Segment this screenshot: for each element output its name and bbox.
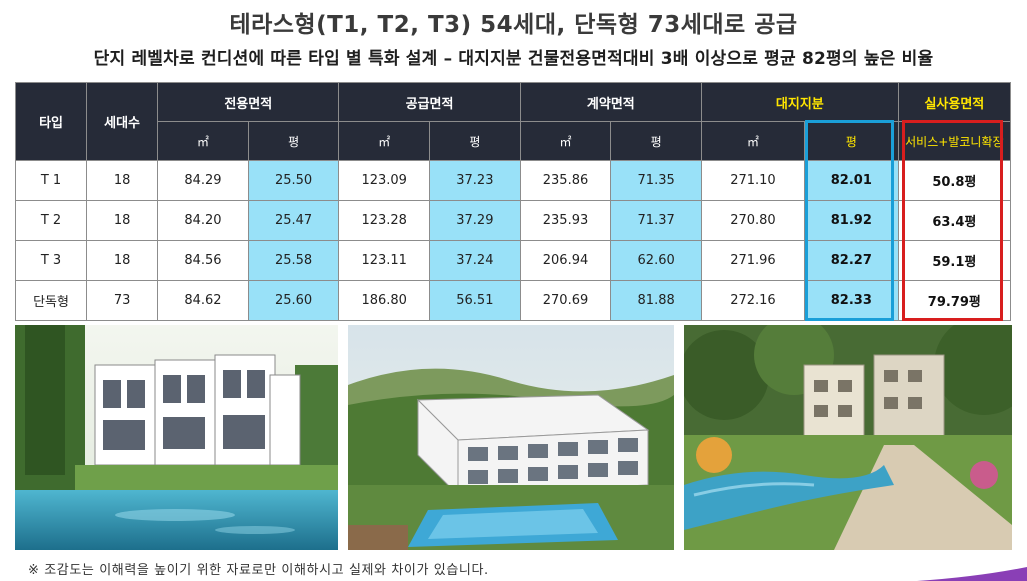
header-contract-area: 계약면적 [519, 82, 702, 122]
actual-area-subheader: 서비스+발코니확장 [897, 121, 1012, 161]
disclaimer-note: ※ 조감도는 이해력을 높이기 위한 자료로만 이해하시고 실제와 차이가 있습… [28, 563, 489, 578]
cell-actual-area: 59.1평 [897, 240, 1012, 281]
cell-supply-pyeong: 37.29 [429, 200, 521, 241]
cell-supply-m2: 123.09 [338, 160, 431, 201]
cell-contract-pyeong: 62.60 [610, 240, 702, 281]
table-row: T 3 18 84.56 25.58 123.11 37.24 206.94 62.60 271… [14, 240, 1012, 281]
table-body: T 1 18 84.29 25.50 123.09 37.23 235.86 71.35 271… [14, 160, 1012, 321]
cell-supply-m2: 123.11 [338, 240, 431, 281]
cell-households: 18 [86, 160, 159, 201]
cell-exclusive-m2: 84.56 [157, 240, 249, 281]
cell-exclusive-pyeong: 25.50 [247, 160, 340, 201]
cell-exclusive-m2: 84.20 [157, 200, 249, 241]
cell-land-m2: 272.16 [700, 280, 805, 321]
unit-pyeong-highlight: 평 [803, 121, 899, 161]
header-households: 세대수 [86, 82, 159, 161]
cell-actual-area: 63.4평 [897, 200, 1012, 241]
cell-land-m2: 270.80 [700, 200, 805, 241]
area-spec-table: 타입 세대수 전용면적 공급면적 계약면적 대지지분 실사용면적 ㎡ 평 ㎡ 평… [14, 82, 1012, 321]
cell-contract-m2: 235.86 [519, 160, 612, 201]
cell-actual-area: 79.79평 [897, 280, 1012, 321]
header-land-share: 대지지분 [700, 82, 899, 122]
cell-land-pyeong: 81.92 [803, 200, 899, 241]
cell-exclusive-pyeong: 25.47 [247, 200, 340, 241]
cell-land-pyeong: 82.33 [803, 280, 899, 321]
cell-supply-m2: 186.80 [338, 280, 431, 321]
cell-type: T 3 [14, 240, 88, 281]
cell-supply-m2: 123.28 [338, 200, 431, 241]
cell-land-m2: 271.10 [700, 160, 805, 201]
cell-exclusive-pyeong: 25.58 [247, 240, 340, 281]
unit-m2: ㎡ [157, 121, 249, 161]
cell-exclusive-pyeong: 25.60 [247, 280, 340, 321]
cell-households: 18 [86, 200, 159, 241]
cell-type: 단독형 [14, 280, 88, 321]
cell-land-pyeong: 82.01 [803, 160, 899, 201]
unit-pyeong: 평 [247, 121, 340, 161]
cell-contract-m2: 235.93 [519, 200, 612, 241]
terrace-rendering-image [15, 325, 338, 550]
table-row: T 2 18 84.20 25.47 123.28 37.29 235.93 71.37 270… [14, 200, 1012, 241]
page-subtitle: 단지 레벨차로 컨디션에 따른 타입 별 특화 설계 – 대지지분 건물전용면적… [93, 49, 934, 69]
cell-supply-pyeong: 37.23 [429, 160, 521, 201]
cell-exclusive-m2: 84.62 [157, 280, 249, 321]
cell-contract-m2: 270.69 [519, 280, 612, 321]
header-supply-area: 공급면적 [338, 82, 521, 122]
cell-land-pyeong: 82.27 [803, 240, 899, 281]
aerial-rendering-image [348, 325, 674, 550]
cell-households: 73 [86, 280, 159, 321]
page-title: 테라스형(T1, T2, T3) 54세대, 단독형 73세대로 공급 [229, 12, 798, 38]
table-unit-row: ㎡ 평 ㎡ 평 ㎡ 평 ㎡ 평 서비스+발코니확장 [16, 121, 1012, 161]
unit-pyeong: 평 [610, 121, 702, 161]
cell-type: T 1 [14, 160, 88, 201]
table-row: T 1 18 84.29 25.50 123.09 37.23 235.86 71.35 271… [14, 160, 1012, 201]
header-actual-area: 실사용면적 [897, 82, 1012, 122]
table-header-row: 타입 세대수 전용면적 공급면적 계약면적 대지지분 실사용면적 [14, 82, 1012, 161]
cell-contract-pyeong: 81.88 [610, 280, 702, 321]
unit-m2: ㎡ [519, 121, 612, 161]
cell-exclusive-m2: 84.29 [157, 160, 249, 201]
cell-actual-area: 50.8평 [897, 160, 1012, 201]
header-exclusive-area: 전용면적 [157, 82, 340, 122]
garden-rendering-image [684, 325, 1012, 550]
unit-m2: ㎡ [338, 121, 431, 161]
header-type: 타입 [14, 82, 88, 161]
cell-contract-pyeong: 71.35 [610, 160, 702, 201]
table-row: 단독형 73 84.62 25.60 186.80 56.51 270.69 81.88 272… [14, 280, 1012, 321]
cell-contract-pyeong: 71.37 [610, 200, 702, 241]
corner-accent-decoration [917, 567, 1027, 581]
cell-land-m2: 271.96 [700, 240, 805, 281]
cell-supply-pyeong: 37.24 [429, 240, 521, 281]
cell-households: 18 [86, 240, 159, 281]
unit-m2: ㎡ [700, 121, 805, 161]
unit-pyeong: 평 [429, 121, 521, 161]
cell-type: T 2 [14, 200, 88, 241]
cell-supply-pyeong: 56.51 [429, 280, 521, 321]
cell-contract-m2: 206.94 [519, 240, 612, 281]
